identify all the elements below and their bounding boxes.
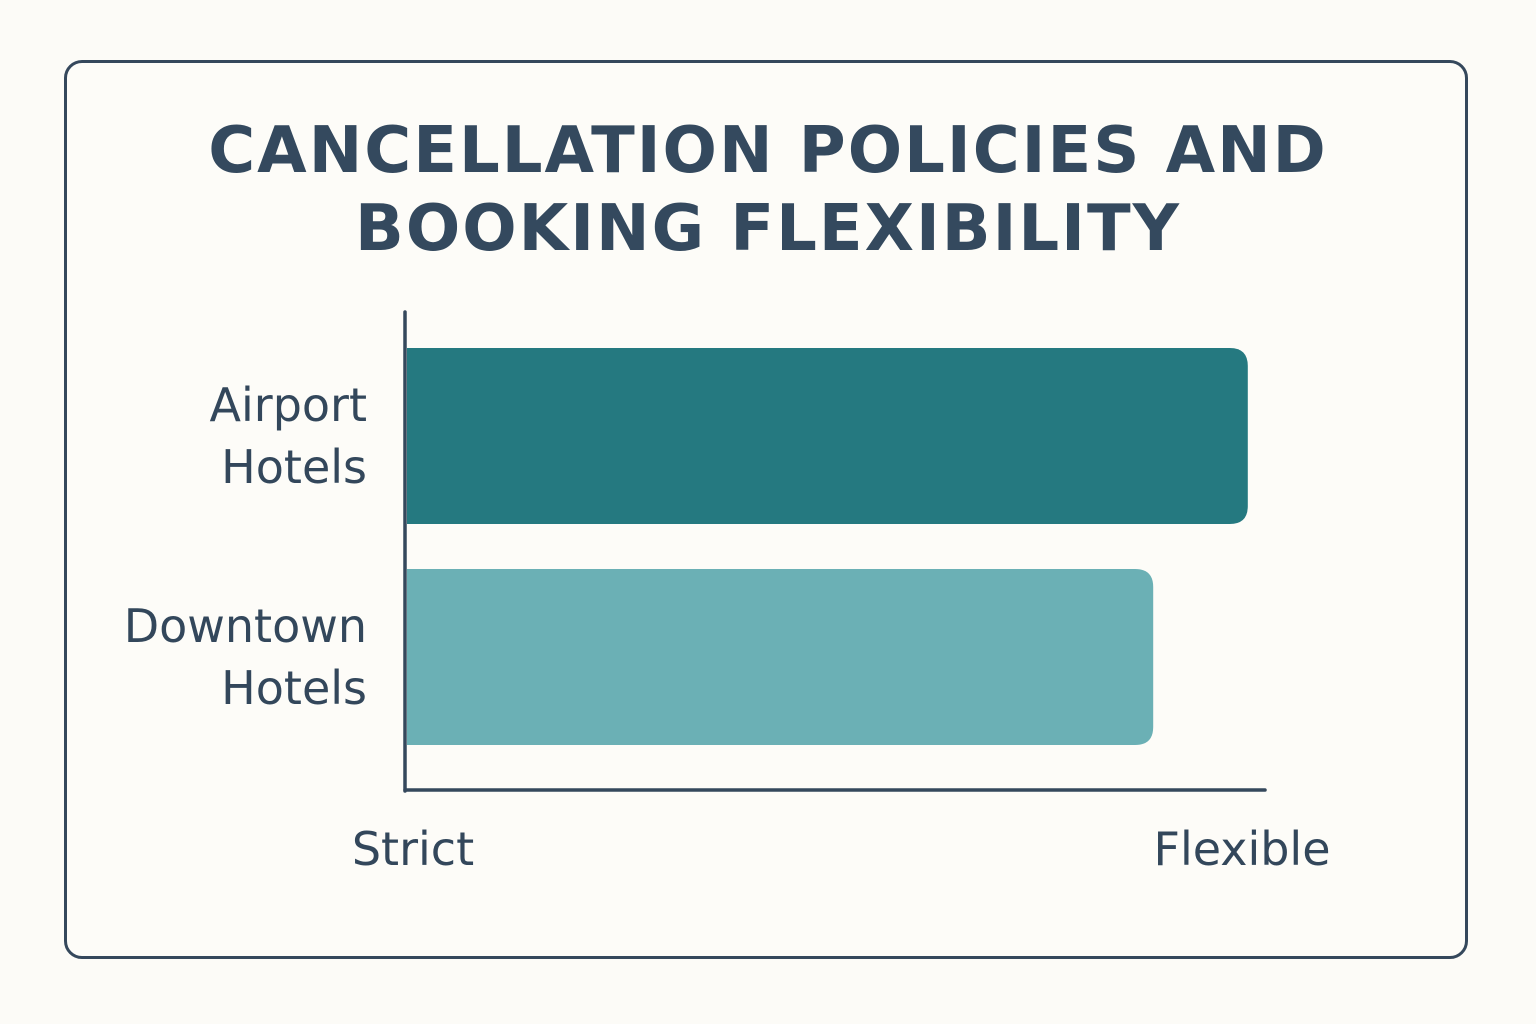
x-tick-label-strict: Strict [352,822,474,876]
category-label-0-line-1: Hotels [221,440,367,494]
x-tick-label-flexible: Flexible [1153,822,1330,876]
chart-title: CANCELLATION POLICIES AND BOOKING FLEXIB… [0,112,1536,268]
category-label-1-line-1: Hotels [221,661,367,715]
chart-title-line-2: BOOKING FLEXIBILITY [355,192,1181,266]
bar-0 [407,348,1248,524]
category-labels-group: Airport Hotels Downtown Hotels [124,378,367,715]
category-label-1-line-0: Downtown [124,599,367,653]
chart-title-line-1: CANCELLATION POLICIES AND [208,114,1328,188]
category-label-0-line-0: Airport [210,378,367,432]
bars-group [407,348,1248,745]
bar-1 [407,569,1154,745]
